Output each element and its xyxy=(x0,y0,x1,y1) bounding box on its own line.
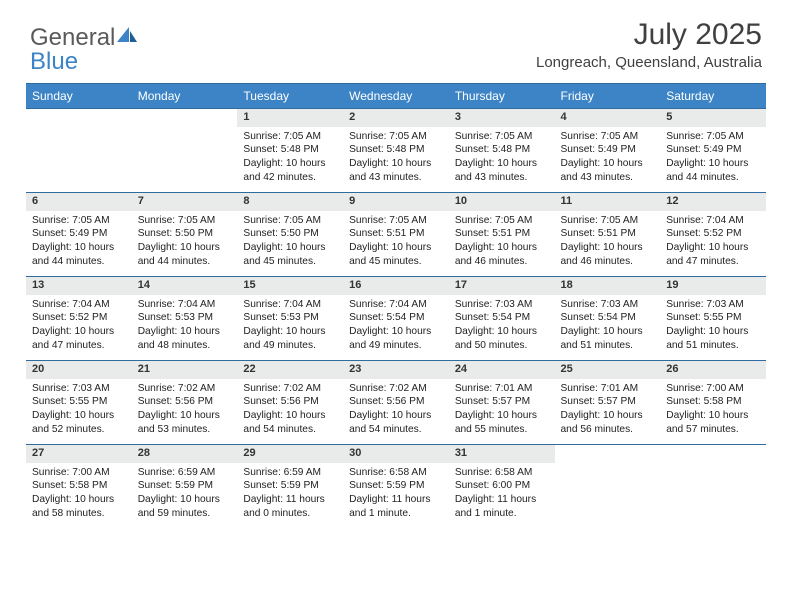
day-detail: Sunrise: 7:04 AM Sunset: 5:52 PM Dayligh… xyxy=(660,211,766,277)
day-number: 4 xyxy=(555,109,661,127)
day-number: 1 xyxy=(237,109,343,127)
day-number: 26 xyxy=(660,361,766,379)
day-number: 19 xyxy=(660,277,766,295)
day-detail: Sunrise: 7:03 AM Sunset: 5:54 PM Dayligh… xyxy=(555,295,661,361)
day-number: 16 xyxy=(343,277,449,295)
day-number: 15 xyxy=(237,277,343,295)
day-detail: Sunrise: 7:05 AM Sunset: 5:51 PM Dayligh… xyxy=(343,211,449,277)
day-number: 31 xyxy=(449,445,555,463)
day-detail: Sunrise: 7:05 AM Sunset: 5:49 PM Dayligh… xyxy=(26,211,132,277)
day-detail: Sunrise: 7:03 AM Sunset: 5:55 PM Dayligh… xyxy=(26,379,132,445)
day-detail: Sunrise: 7:05 AM Sunset: 5:48 PM Dayligh… xyxy=(237,127,343,193)
day-detail-row: Sunrise: 7:05 AM Sunset: 5:48 PM Dayligh… xyxy=(26,127,766,193)
day-number-row: 2728293031 xyxy=(26,445,766,463)
day-detail xyxy=(555,463,661,529)
day-number: 17 xyxy=(449,277,555,295)
day-detail: Sunrise: 7:01 AM Sunset: 5:57 PM Dayligh… xyxy=(555,379,661,445)
day-detail: Sunrise: 7:04 AM Sunset: 5:52 PM Dayligh… xyxy=(26,295,132,361)
day-detail: Sunrise: 6:59 AM Sunset: 5:59 PM Dayligh… xyxy=(132,463,238,529)
day-number: 10 xyxy=(449,193,555,211)
day-number: 22 xyxy=(237,361,343,379)
day-number: 9 xyxy=(343,193,449,211)
day-detail xyxy=(132,127,238,193)
day-number: 29 xyxy=(237,445,343,463)
day-header: Wednesday xyxy=(343,84,449,109)
day-number: 8 xyxy=(237,193,343,211)
day-detail-row: Sunrise: 7:04 AM Sunset: 5:52 PM Dayligh… xyxy=(26,295,766,361)
brand-logo: General xyxy=(30,18,139,52)
logo-sail-icon xyxy=(117,27,139,45)
day-number: 30 xyxy=(343,445,449,463)
brand-part2: Blue xyxy=(30,48,78,76)
day-header: Saturday xyxy=(660,84,766,109)
day-detail xyxy=(26,127,132,193)
day-detail: Sunrise: 7:01 AM Sunset: 5:57 PM Dayligh… xyxy=(449,379,555,445)
day-number: 27 xyxy=(26,445,132,463)
month-title: July 2025 xyxy=(536,18,762,52)
location-text: Longreach, Queensland, Australia xyxy=(536,54,762,71)
day-number-row: 6789101112 xyxy=(26,193,766,211)
day-detail: Sunrise: 7:05 AM Sunset: 5:50 PM Dayligh… xyxy=(237,211,343,277)
title-block: July 2025 Longreach, Queensland, Austral… xyxy=(536,18,762,71)
day-number: 28 xyxy=(132,445,238,463)
day-detail: Sunrise: 7:02 AM Sunset: 5:56 PM Dayligh… xyxy=(343,379,449,445)
day-header: Tuesday xyxy=(237,84,343,109)
day-detail: Sunrise: 7:04 AM Sunset: 5:54 PM Dayligh… xyxy=(343,295,449,361)
day-detail: Sunrise: 6:59 AM Sunset: 5:59 PM Dayligh… xyxy=(237,463,343,529)
day-detail: Sunrise: 7:04 AM Sunset: 5:53 PM Dayligh… xyxy=(132,295,238,361)
day-number: 6 xyxy=(26,193,132,211)
day-detail: Sunrise: 7:05 AM Sunset: 5:51 PM Dayligh… xyxy=(449,211,555,277)
day-header: Thursday xyxy=(449,84,555,109)
day-detail: Sunrise: 7:04 AM Sunset: 5:53 PM Dayligh… xyxy=(237,295,343,361)
day-number-row: 13141516171819 xyxy=(26,277,766,295)
day-detail: Sunrise: 7:02 AM Sunset: 5:56 PM Dayligh… xyxy=(237,379,343,445)
page-header: General July 2025 Longreach, Queensland,… xyxy=(0,0,792,75)
day-detail: Sunrise: 7:00 AM Sunset: 5:58 PM Dayligh… xyxy=(660,379,766,445)
day-detail: Sunrise: 7:05 AM Sunset: 5:49 PM Dayligh… xyxy=(555,127,661,193)
day-number xyxy=(660,445,766,463)
day-number: 12 xyxy=(660,193,766,211)
day-number-row: 20212223242526 xyxy=(26,361,766,379)
day-header: Sunday xyxy=(26,84,132,109)
day-detail-row: Sunrise: 7:03 AM Sunset: 5:55 PM Dayligh… xyxy=(26,379,766,445)
calendar-table: Sunday Monday Tuesday Wednesday Thursday… xyxy=(26,83,766,529)
day-number: 11 xyxy=(555,193,661,211)
day-detail: Sunrise: 7:05 AM Sunset: 5:51 PM Dayligh… xyxy=(555,211,661,277)
day-header-row: Sunday Monday Tuesday Wednesday Thursday… xyxy=(26,84,766,109)
day-number: 20 xyxy=(26,361,132,379)
day-number xyxy=(132,109,238,127)
day-number: 7 xyxy=(132,193,238,211)
day-detail-row: Sunrise: 7:00 AM Sunset: 5:58 PM Dayligh… xyxy=(26,463,766,529)
day-number: 2 xyxy=(343,109,449,127)
day-number xyxy=(26,109,132,127)
day-detail: Sunrise: 7:05 AM Sunset: 5:50 PM Dayligh… xyxy=(132,211,238,277)
day-number: 13 xyxy=(26,277,132,295)
day-detail: Sunrise: 7:05 AM Sunset: 5:48 PM Dayligh… xyxy=(449,127,555,193)
day-header: Monday xyxy=(132,84,238,109)
day-header: Friday xyxy=(555,84,661,109)
day-detail: Sunrise: 7:00 AM Sunset: 5:58 PM Dayligh… xyxy=(26,463,132,529)
day-number: 14 xyxy=(132,277,238,295)
day-number: 3 xyxy=(449,109,555,127)
day-number-row: 12345 xyxy=(26,109,766,127)
day-detail: Sunrise: 6:58 AM Sunset: 6:00 PM Dayligh… xyxy=(449,463,555,529)
day-number: 24 xyxy=(449,361,555,379)
day-detail: Sunrise: 7:03 AM Sunset: 5:54 PM Dayligh… xyxy=(449,295,555,361)
day-number xyxy=(555,445,661,463)
day-detail: Sunrise: 7:05 AM Sunset: 5:48 PM Dayligh… xyxy=(343,127,449,193)
day-detail: Sunrise: 7:03 AM Sunset: 5:55 PM Dayligh… xyxy=(660,295,766,361)
day-detail: Sunrise: 7:05 AM Sunset: 5:49 PM Dayligh… xyxy=(660,127,766,193)
day-detail xyxy=(660,463,766,529)
day-detail-row: Sunrise: 7:05 AM Sunset: 5:49 PM Dayligh… xyxy=(26,211,766,277)
day-number: 5 xyxy=(660,109,766,127)
day-detail: Sunrise: 7:02 AM Sunset: 5:56 PM Dayligh… xyxy=(132,379,238,445)
day-number: 23 xyxy=(343,361,449,379)
day-detail: Sunrise: 6:58 AM Sunset: 5:59 PM Dayligh… xyxy=(343,463,449,529)
day-number: 18 xyxy=(555,277,661,295)
day-number: 21 xyxy=(132,361,238,379)
day-number: 25 xyxy=(555,361,661,379)
